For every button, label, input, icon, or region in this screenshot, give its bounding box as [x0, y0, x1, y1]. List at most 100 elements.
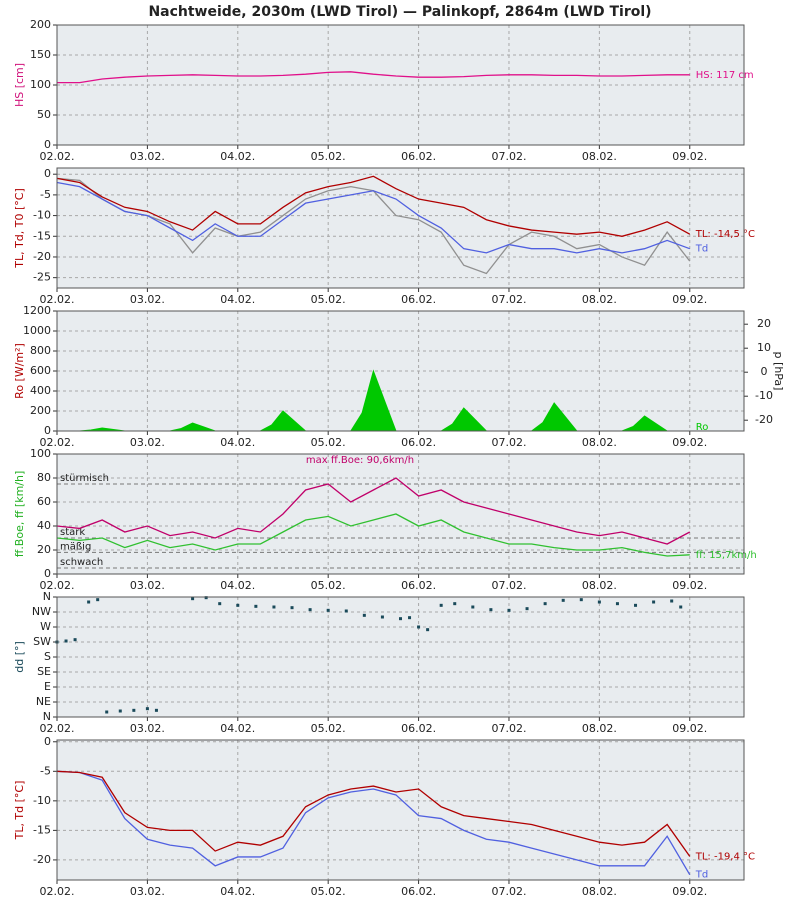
y2-tick-label: 20 — [757, 317, 771, 330]
y2-tick-label: -10 — [755, 389, 773, 402]
x-tick-label: 07.02. — [491, 885, 526, 898]
plot-frame — [56, 24, 745, 146]
x-tick-label: 02.02. — [40, 436, 75, 449]
point — [218, 602, 222, 606]
x-tick-label: 03.02. — [130, 436, 165, 449]
line — [56, 513, 690, 557]
x-tick-label: 04.02. — [220, 579, 255, 592]
x-tick-label: 08.02. — [582, 722, 617, 735]
x-tick-label: 05.02. — [311, 885, 346, 898]
point — [191, 597, 195, 601]
x-tick-label: 03.02. — [130, 150, 165, 163]
x-tick-label: 09.02. — [672, 436, 707, 449]
x-tick-label: 06.02. — [401, 293, 436, 306]
x-tick-label: 03.02. — [130, 722, 165, 735]
point — [561, 598, 565, 602]
point — [154, 708, 158, 712]
x-tick-label: 08.02. — [582, 436, 617, 449]
point — [344, 609, 348, 613]
y-axis-label: HS [cm] — [13, 63, 26, 107]
y-tick-label: 0 — [44, 138, 51, 151]
point — [525, 607, 529, 611]
line — [57, 71, 690, 84]
point — [380, 615, 384, 619]
y2-tick-label: 0 — [761, 365, 768, 378]
y-tick-label: 1000 — [23, 324, 51, 337]
point — [96, 598, 100, 602]
y-tick-label: -20 — [33, 853, 51, 866]
point — [204, 596, 208, 600]
x-tick-label: 03.02. — [130, 293, 165, 306]
x-tick-label: 05.02. — [311, 293, 346, 306]
x-tick-label: 06.02. — [401, 722, 436, 735]
y-tick-label: 200 — [30, 404, 51, 417]
point — [439, 603, 443, 607]
x-tick-label: 07.02. — [491, 579, 526, 592]
y-tick-label: 400 — [30, 384, 51, 397]
y2-tick-label: -20 — [755, 413, 773, 426]
y-tick-label: 600 — [30, 364, 51, 377]
x-tick-label: 07.02. — [491, 436, 526, 449]
point — [489, 608, 493, 612]
x-tick-label: 04.02. — [220, 722, 255, 735]
y-tick-label: W — [40, 620, 51, 633]
x-tick-label: 08.02. — [582, 579, 617, 592]
annotation: max ff.Boe: 90,6km/h — [306, 455, 414, 466]
x-tick-label: 08.02. — [582, 150, 617, 163]
x-tick-label: 05.02. — [311, 436, 346, 449]
y-tick-label: 50 — [37, 108, 51, 121]
y-tick-label: -10 — [33, 209, 51, 222]
point — [145, 707, 149, 711]
line — [56, 175, 691, 237]
point — [64, 639, 68, 643]
x-tick-label: 02.02. — [40, 293, 75, 306]
point — [87, 600, 91, 604]
x-tick-label: 02.02. — [40, 885, 75, 898]
y-tick-label: S — [44, 650, 51, 663]
point — [597, 600, 601, 604]
y-tick-label: -25 — [33, 271, 51, 284]
y-axis-label: TL, Td, T0 [°C] — [13, 188, 26, 269]
y-tick-label: 150 — [30, 48, 51, 61]
y-tick-label: E — [44, 680, 51, 693]
chart-title: Nachtweide, 2030m (LWD Tirol) — Palinkop… — [148, 4, 651, 20]
y-tick-label: NW — [32, 605, 51, 618]
y-tick-label: 100 — [30, 78, 51, 91]
point — [615, 602, 619, 606]
series-label: TL: -19,4 °C — [695, 851, 755, 862]
point — [679, 605, 683, 609]
plot-frame — [56, 453, 745, 575]
x-tick-label: 06.02. — [401, 885, 436, 898]
series-label: ff: 15,7km/h — [696, 550, 757, 561]
y-tick-label: 60 — [37, 495, 51, 508]
x-tick-label: 05.02. — [311, 150, 346, 163]
plot-frame — [56, 310, 745, 432]
x-tick-label: 06.02. — [401, 436, 436, 449]
point — [471, 605, 475, 609]
point — [426, 628, 430, 632]
y-tick-label: 40 — [37, 519, 51, 532]
point — [634, 603, 638, 607]
y-tick-label: 0 — [44, 567, 51, 580]
x-tick-label: 06.02. — [401, 150, 436, 163]
y-tick-label: N — [43, 590, 51, 603]
point — [290, 606, 294, 610]
y-tick-label: 800 — [30, 344, 51, 357]
x-tick-label: 03.02. — [130, 885, 165, 898]
point — [362, 613, 366, 617]
point — [118, 709, 122, 713]
point — [408, 616, 412, 620]
y-tick-label: 20 — [37, 543, 51, 556]
y-tick-label: 80 — [37, 471, 51, 484]
x-tick-label: 07.02. — [491, 150, 526, 163]
series-label: TL: -14,5 °C — [695, 229, 755, 240]
y-tick-label: SW — [33, 635, 51, 648]
x-tick-label: 02.02. — [40, 150, 75, 163]
y-tick-label: NE — [36, 695, 51, 708]
point — [417, 625, 421, 629]
series-label: HS: 117 cm — [696, 70, 754, 81]
x-tick-label: 05.02. — [311, 579, 346, 592]
y2-axis-label: p [hPa] — [772, 352, 785, 391]
level-label: stark — [60, 527, 85, 538]
